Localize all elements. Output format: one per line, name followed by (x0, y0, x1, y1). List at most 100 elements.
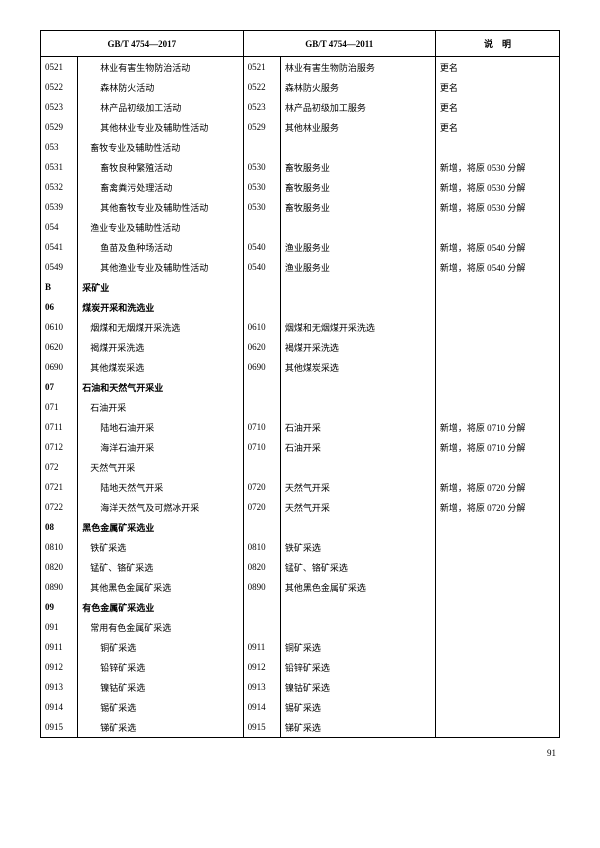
name-2011: 畜牧服务业 (280, 177, 435, 197)
code-2011: 0529 (243, 117, 280, 137)
code-2017: 072 (41, 457, 78, 477)
name-2011: 森林防火服务 (280, 77, 435, 97)
description (435, 317, 559, 337)
name-2011: 畜牧服务业 (280, 197, 435, 217)
code-2011 (243, 377, 280, 397)
table-row: 0722海洋天然气及可燃冰开采0720天然气开采新增，将原 0720 分解 (41, 497, 560, 517)
name-2017: 鱼苗及鱼种场活动 (78, 237, 243, 257)
table-row: 0890其他黑色金属矿采选0890其他黑色金属矿采选 (41, 577, 560, 597)
description: 更名 (435, 77, 559, 97)
code-2017: 09 (41, 597, 78, 617)
code-2011 (243, 517, 280, 537)
code-2011 (243, 137, 280, 157)
header-2011: GB/T 4754—2011 (243, 31, 435, 57)
description (435, 577, 559, 597)
name-2011 (280, 297, 435, 317)
table-row: 091常用有色金属矿采选 (41, 617, 560, 637)
name-2011: 石油开采 (280, 417, 435, 437)
name-2011 (280, 277, 435, 297)
name-2017: 海洋天然气及可燃冰开采 (78, 497, 243, 517)
code-2011: 0521 (243, 57, 280, 78)
description (435, 637, 559, 657)
code-2017: 0914 (41, 697, 78, 717)
code-2011 (243, 617, 280, 637)
table-row: 0820锰矿、铬矿采选0820锰矿、铬矿采选 (41, 557, 560, 577)
header-2017: GB/T 4754—2017 (41, 31, 244, 57)
table-row: 072天然气开采 (41, 457, 560, 477)
table-header: GB/T 4754—2017 GB/T 4754—2011 说 明 (41, 31, 560, 57)
table-row: 0523林产品初级加工活动0523林产品初级加工服务更名 (41, 97, 560, 117)
code-2017: 0820 (41, 557, 78, 577)
table-row: 0810铁矿采选0810铁矿采选 (41, 537, 560, 557)
name-2011: 天然气开采 (280, 497, 435, 517)
code-2017: 0890 (41, 577, 78, 597)
code-2017: 0915 (41, 717, 78, 738)
code-2017: 06 (41, 297, 78, 317)
description (435, 717, 559, 738)
code-2017: 0690 (41, 357, 78, 377)
description (435, 337, 559, 357)
description: 新增，将原 0710 分解 (435, 417, 559, 437)
name-2011: 锰矿、铬矿采选 (280, 557, 435, 577)
code-2011: 0912 (243, 657, 280, 677)
name-2011: 天然气开采 (280, 477, 435, 497)
table-row: 07石油和天然气开采业 (41, 377, 560, 397)
description (435, 657, 559, 677)
table-row: 0539其他畜牧专业及辅助性活动0530畜牧服务业新增，将原 0530 分解 (41, 197, 560, 217)
code-2017: 0539 (41, 197, 78, 217)
name-2011 (280, 617, 435, 637)
description (435, 217, 559, 237)
name-2017: 褐煤开采洗选 (78, 337, 243, 357)
code-2017: 0529 (41, 117, 78, 137)
name-2011 (280, 217, 435, 237)
code-2011: 0914 (243, 697, 280, 717)
code-2017: 0522 (41, 77, 78, 97)
table-row: 0914锡矿采选0914锡矿采选 (41, 697, 560, 717)
code-2011: 0530 (243, 177, 280, 197)
name-2017: 畜禽粪污处理活动 (78, 177, 243, 197)
code-2011 (243, 397, 280, 417)
table-row: 0529其他林业专业及辅助性活动0529其他林业服务更名 (41, 117, 560, 137)
name-2011: 渔业服务业 (280, 237, 435, 257)
code-2017: 0620 (41, 337, 78, 357)
name-2011: 镍钴矿采选 (280, 677, 435, 697)
description: 新增，将原 0720 分解 (435, 497, 559, 517)
table-row: 0531畜牧良种繁殖活动0530畜牧服务业新增，将原 0530 分解 (41, 157, 560, 177)
code-2017: 0521 (41, 57, 78, 78)
name-2011 (280, 517, 435, 537)
code-2011: 0540 (243, 257, 280, 277)
name-2011: 其他林业服务 (280, 117, 435, 137)
code-2017: 0722 (41, 497, 78, 517)
name-2017: 畜牧专业及辅助性活动 (78, 137, 243, 157)
description (435, 277, 559, 297)
name-2017: 其他林业专业及辅助性活动 (78, 117, 243, 137)
name-2011 (280, 397, 435, 417)
description: 新增，将原 0540 分解 (435, 257, 559, 277)
name-2011: 渔业服务业 (280, 257, 435, 277)
code-2011: 0522 (243, 77, 280, 97)
table-row: 06煤炭开采和洗选业 (41, 297, 560, 317)
name-2017: 天然气开采 (78, 457, 243, 477)
code-2017: 0721 (41, 477, 78, 497)
code-2017: 07 (41, 377, 78, 397)
name-2017: 石油和天然气开采业 (78, 377, 243, 397)
table-body: 0521林业有害生物防治活动0521林业有害生物防治服务更名0522森林防火活动… (41, 57, 560, 738)
table-row: 0915锑矿采选0915锑矿采选 (41, 717, 560, 738)
name-2017: 陆地石油开采 (78, 417, 243, 437)
code-2011: 0620 (243, 337, 280, 357)
name-2017: 其他煤炭采选 (78, 357, 243, 377)
code-2011 (243, 217, 280, 237)
table-row: 0521林业有害生物防治活动0521林业有害生物防治服务更名 (41, 57, 560, 78)
name-2011: 石油开采 (280, 437, 435, 457)
table-row: 0911铜矿采选0911铜矿采选 (41, 637, 560, 657)
code-2017: 0610 (41, 317, 78, 337)
name-2017: 林业有害生物防治活动 (78, 57, 243, 78)
code-2011: 0610 (243, 317, 280, 337)
name-2011 (280, 377, 435, 397)
name-2011: 其他煤炭采选 (280, 357, 435, 377)
code-2017: 0711 (41, 417, 78, 437)
description: 新增，将原 0530 分解 (435, 157, 559, 177)
name-2017: 渔业专业及辅助性活动 (78, 217, 243, 237)
code-2011 (243, 297, 280, 317)
description: 更名 (435, 117, 559, 137)
